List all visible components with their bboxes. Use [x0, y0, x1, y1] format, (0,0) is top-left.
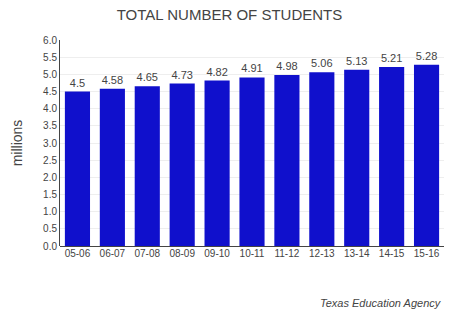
svg-text:4.91: 4.91: [241, 62, 262, 74]
svg-text:11-12: 11-12: [274, 248, 299, 259]
svg-text:09-10: 09-10: [204, 248, 230, 259]
svg-text:5.13: 5.13: [346, 55, 367, 67]
svg-text:13-14: 13-14: [344, 248, 370, 259]
svg-text:5.28: 5.28: [416, 50, 437, 62]
svg-text:1.0: 1.0: [43, 206, 57, 217]
svg-text:14-15: 14-15: [379, 248, 405, 259]
svg-text:millions: millions: [9, 120, 25, 167]
svg-text:5.21: 5.21: [381, 52, 402, 64]
svg-text:4.73: 4.73: [171, 69, 192, 81]
svg-text:Texas Education Agency: Texas Education Agency: [320, 297, 442, 309]
svg-text:3.5: 3.5: [43, 120, 57, 131]
svg-text:15-16: 15-16: [414, 248, 440, 259]
svg-text:5.06: 5.06: [311, 57, 332, 69]
svg-text:6.0: 6.0: [43, 35, 57, 46]
svg-text:05-06: 05-06: [65, 248, 91, 259]
svg-text:4.58: 4.58: [102, 74, 123, 86]
svg-text:2.5: 2.5: [43, 155, 57, 166]
svg-text:3.0: 3.0: [43, 138, 57, 149]
svg-text:5.0: 5.0: [43, 69, 57, 80]
svg-text:08-09: 08-09: [169, 248, 195, 259]
svg-text:07-08: 07-08: [134, 248, 160, 259]
svg-text:10-11: 10-11: [240, 248, 265, 259]
svg-text:5.5: 5.5: [43, 52, 57, 63]
svg-text:0.5: 0.5: [43, 223, 57, 234]
svg-text:4.5: 4.5: [43, 86, 57, 97]
svg-text:4.0: 4.0: [43, 103, 57, 114]
svg-text:2.0: 2.0: [43, 172, 57, 183]
svg-text:12-13: 12-13: [309, 248, 335, 259]
svg-text:TOTAL NUMBER OF STUDENTS: TOTAL NUMBER OF STUDENTS: [117, 6, 343, 23]
svg-text:4.82: 4.82: [206, 66, 227, 78]
svg-text:0.0: 0.0: [43, 241, 57, 252]
svg-text:4.5: 4.5: [70, 77, 85, 89]
svg-text:1.5: 1.5: [43, 189, 57, 200]
svg-text:4.98: 4.98: [276, 60, 297, 72]
svg-text:4.65: 4.65: [137, 71, 158, 83]
svg-text:06-07: 06-07: [100, 248, 126, 259]
